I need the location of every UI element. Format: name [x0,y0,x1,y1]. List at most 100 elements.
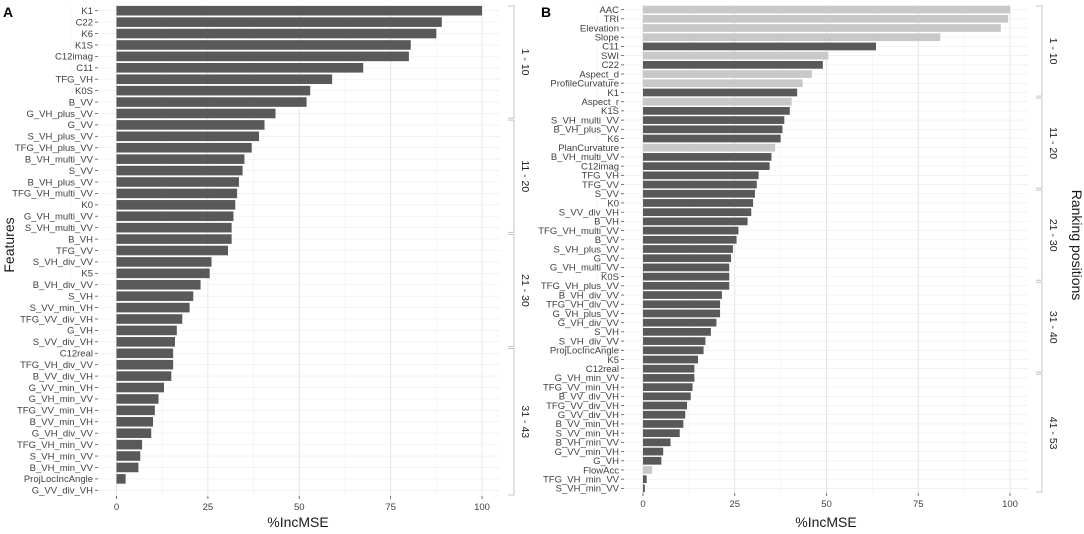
category-label: TFG_VH [582,171,620,182]
category-label: C12imag [55,52,93,63]
category-label: TFG_VV_div_VH [20,314,93,325]
category-label: S_VH_multi_VV [25,223,94,234]
x-tick-label: 25 [729,499,740,510]
ranking-group-label: 1 - 10 [519,49,531,76]
bar-tfg-vv-min-vh [643,383,693,391]
panel-b-plot: AACTRIElevationSlopeC11SWIC22Aspect_dPro… [538,5,1059,510]
bar-tfg-vv [643,180,757,189]
bar-s-vh-plus-vv [116,131,260,142]
bar-b-vh-min-vv [643,438,671,447]
category-label: G_VV_div_VH [32,486,93,497]
bar-profilecurvature [643,79,803,88]
bar-s-vv [116,165,243,176]
bar-s-vh [116,291,194,301]
category-label: K5 [607,355,619,366]
ranking-bracket [1036,373,1043,493]
x-tick-label: 100 [474,502,490,513]
bar-g-vh-min-vv [643,374,695,382]
panel-a-bars [116,5,482,484]
bar-b-vh-multi-vv [116,154,245,164]
category-label: PlanCurvature [558,143,619,154]
category-label: Aspect_d [579,69,619,80]
category-label: AAC [599,5,619,16]
category-label: G_VV_div_VH [558,410,619,421]
bar-s-vh-div-vv [116,257,212,267]
category-label: G_VV [594,254,620,265]
ranking-group-label: 31 - 40 [1047,311,1059,344]
category-label: B_VH_multi_VV [25,154,94,165]
bar-s-vv-div-vh [116,337,175,347]
category-label: G_VH [593,456,619,467]
ranking-group-label: 11 - 20 [519,160,531,192]
ranking-group-label: 1 - 10 [1047,38,1059,65]
panel-b-category-labels: AACTRIElevationSlopeC11SWIC22Aspect_dPro… [538,5,624,495]
bar-g-vh [643,456,662,465]
category-label: K1 [81,6,93,17]
ranking-bracket [1036,5,1043,97]
category-label: C12real [60,349,93,360]
category-label: G_VH_plus_VV [26,109,93,120]
x-tick-label: 0 [114,502,119,513]
x-tick-label: 0 [640,499,645,510]
category-label: TFG_VH_multi_VV [12,189,93,200]
category-label: S_VH_plus_VV [28,132,94,143]
category-label: S_VV_div_VH [33,337,93,348]
bar-g-vv [643,254,732,263]
bar-k0s [643,272,730,281]
category-label: S_VV [69,166,94,177]
category-label: B_VV_div_VH [33,371,93,382]
category-label: Elevation [580,23,619,34]
category-label: K1S [601,106,619,117]
category-label: B_VV [595,235,620,246]
bar-c12real [643,364,695,373]
category-label: B_VH_plus_VV [554,125,620,136]
category-label: TRI [604,14,619,25]
bar-aac [643,5,1010,14]
panel-b-x-axis-title: %IncMSE [795,514,856,530]
bar-tfg-vh [643,171,759,180]
bar-tfg-vh-multi-vv [643,226,739,235]
bar-s-vv-div-vh [643,208,752,217]
category-label: K5 [81,269,93,280]
bar-b-vv-min-vh [643,420,684,428]
bar-g-vv [116,120,265,130]
bar-tfg-vv-div-vh [643,401,688,410]
bar-c11 [643,42,877,51]
bar-b-vh-plus-vv [116,177,239,187]
bar-b-vh-div-vv [116,279,201,290]
category-label: TFG_VV [56,246,94,257]
ranking-bracket [1036,281,1043,373]
bar-k0s [116,85,311,96]
ranking-group-label: 41 - 53 [1047,417,1059,450]
category-label: FlowAcc [583,465,619,476]
ranking-bracket [508,5,515,119]
category-label: C11 [76,63,93,74]
bar-g-vv-min-vh [643,447,664,456]
category-label: G_VH_div_VV [558,318,620,329]
category-label: ProjLocIncAngle [550,346,619,357]
bar-g-vh-div-vv [643,318,717,327]
bar-c12imag [643,162,770,170]
bar-g-vh [116,325,177,336]
category-label: TFG_VV_min_VH [543,382,619,393]
category-label: TFG_VH_min_VV [17,440,94,451]
bar-slope [643,33,941,42]
bar-tfg-vh-div-vv [643,300,721,309]
bar-s-vh-plus-vv [643,245,733,253]
bar-c22 [643,60,823,69]
bar-c12real [116,348,174,359]
category-label: B_VH_min_VV [556,438,620,449]
bar-tfg-vv [116,245,228,256]
bar-aspect-d [643,70,812,78]
ranking-group-label: 31 - 43 [519,405,531,438]
category-label: S_VH_min_VV [30,451,94,462]
x-tick-label: 75 [913,499,924,510]
bar-c22 [116,17,442,27]
ranking-group-label: 21 - 30 [1047,219,1059,252]
bar-b-vv [116,97,307,107]
category-label: S_VH_min_VV [556,484,620,495]
panel-a-x-axis: 0 25 50 75 100 [114,496,490,513]
category-label: C12imag [581,161,619,172]
bar-tfg-vv-min-vh [116,405,155,416]
bar-k5 [116,268,210,279]
